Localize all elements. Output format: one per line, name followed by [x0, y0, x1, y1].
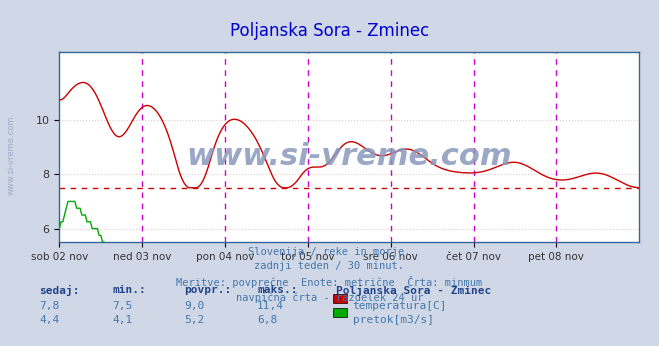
- Text: Poljanska Sora - Zminec: Poljanska Sora - Zminec: [336, 285, 492, 297]
- Text: 11,4: 11,4: [257, 301, 284, 311]
- Text: www.si-vreme.com: www.si-vreme.com: [186, 142, 512, 171]
- Text: maks.:: maks.:: [257, 285, 297, 295]
- Text: 5,2: 5,2: [185, 315, 205, 325]
- Text: povpr.:: povpr.:: [185, 285, 232, 295]
- Text: Poljanska Sora - Zminec: Poljanska Sora - Zminec: [230, 22, 429, 40]
- Text: 6,8: 6,8: [257, 315, 277, 325]
- Text: temperatura[C]: temperatura[C]: [353, 301, 447, 311]
- Text: Slovenija / reke in morje.
zadnji teden / 30 minut.
Meritve: povprečne  Enote: m: Slovenija / reke in morje. zadnji teden …: [177, 247, 482, 303]
- Text: 7,8: 7,8: [40, 301, 60, 311]
- Text: min.:: min.:: [112, 285, 146, 295]
- Text: 9,0: 9,0: [185, 301, 205, 311]
- Text: 4,4: 4,4: [40, 315, 60, 325]
- Text: pretok[m3/s]: pretok[m3/s]: [353, 315, 434, 325]
- Text: www.si-vreme.com: www.si-vreme.com: [7, 116, 16, 195]
- Text: 7,5: 7,5: [112, 301, 132, 311]
- Text: 4,1: 4,1: [112, 315, 132, 325]
- Text: sedaj:: sedaj:: [40, 285, 80, 297]
